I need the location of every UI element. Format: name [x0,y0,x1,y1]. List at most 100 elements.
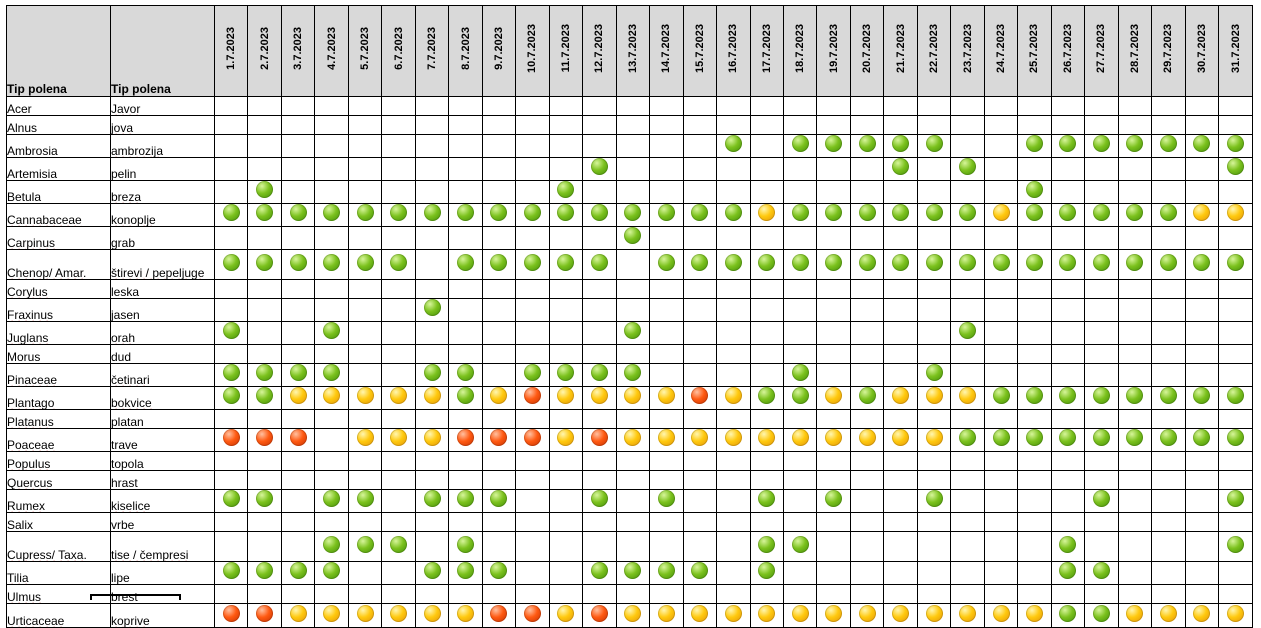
day-cell [1017,96,1052,116]
day-cell [448,134,483,158]
day-cell [983,603,1019,628]
local-name: hrast [111,476,138,490]
day-cell [548,180,584,204]
day-cell [347,298,383,322]
latin-name-cell: Fraxinus [6,298,111,322]
day-cell [1117,203,1153,227]
latin-name-cell: Corylus [6,279,111,299]
day-cell [983,386,1019,410]
day-cell [414,386,450,410]
day-cell [1218,409,1253,429]
day-cell [716,428,751,452]
table-row: Cupress/ Taxa. tise / čempresi [6,531,1253,562]
yellow-level-dot [624,387,642,404]
day-cell [916,279,952,299]
date-header: 22.7.2023 [916,5,952,97]
yellow-level-dot [691,604,709,622]
local-name-cell: konoplje [110,203,215,227]
day-cell [849,512,885,532]
day-cell [983,321,1019,345]
latin-name: Poaceae [7,438,55,452]
day-cell [347,489,383,513]
green-level-dot [256,253,274,271]
day-cell [347,531,383,562]
day-cell [1084,531,1119,562]
yellow-level-dot [323,604,341,622]
day-cell [649,363,684,387]
day-cell [883,344,918,364]
day-cell [280,157,316,181]
green-level-dot [1227,387,1245,404]
table-row: Urticaceae koprive [6,603,1253,628]
latin-name-cell: Carpinus [6,226,111,250]
header-latin-name: Tip polena [6,5,111,97]
day-cell [414,96,450,116]
day-cell [716,470,751,490]
day-cell [782,603,818,628]
day-cell [381,561,416,585]
day-cell [280,428,316,452]
day-cell [682,115,718,135]
local-name-cell: jasen [110,298,215,322]
date-header: 27.7.2023 [1084,5,1119,97]
day-cell [950,321,985,345]
green-level-dot [457,535,475,553]
table-row: Artemisia pelin [6,157,1253,181]
day-cell [649,409,684,429]
day-cell [515,279,550,299]
day-cell [615,134,651,158]
day-cell [515,561,550,585]
day-cell [916,451,952,471]
local-name: konoplje [111,213,156,227]
day-cell [481,428,517,452]
day-cell [582,584,617,604]
day-cell [414,157,450,181]
day-cell [816,203,851,227]
day-cell [280,96,316,116]
day-cell [381,115,416,135]
day-cell [1151,180,1186,204]
green-level-dot [992,253,1010,271]
day-cell [314,561,349,585]
green-level-dot [1059,204,1077,221]
day-cell [247,96,282,116]
day-cell [247,115,282,135]
date-header: 3.7.2023 [280,5,316,97]
day-cell [548,157,584,181]
day-cell [1218,157,1253,181]
day-cell [1151,344,1186,364]
green-level-dot [892,253,910,271]
green-level-dot [323,535,341,553]
day-cell [1017,203,1052,227]
yellow-level-dot [1193,204,1211,221]
day-cell [916,157,952,181]
day-cell [816,344,851,364]
day-cell [916,386,952,410]
day-cell [983,279,1019,299]
green-level-dot [758,562,776,579]
day-cell [983,363,1019,387]
day-cell [649,203,684,227]
green-level-dot [256,204,274,221]
day-cell [1218,249,1253,280]
day-cell [1084,321,1119,345]
day-cell [1151,321,1186,345]
green-level-dot [925,204,943,221]
green-level-dot [1193,135,1211,152]
day-cell [916,344,952,364]
date-label: 23.7.2023 [961,24,974,73]
day-cell [481,249,517,280]
day-cell [381,489,416,513]
yellow-level-dot [825,387,843,404]
day-cell [916,470,952,490]
day-cell [481,96,517,116]
day-cell [849,226,885,250]
day-cell [448,451,483,471]
day-cell [749,512,784,532]
day-cell [213,180,249,204]
day-cell [1218,584,1253,604]
day-cell [782,134,818,158]
day-cell [716,96,751,116]
date-label: 24.7.2023 [995,24,1008,73]
day-cell [983,96,1019,116]
